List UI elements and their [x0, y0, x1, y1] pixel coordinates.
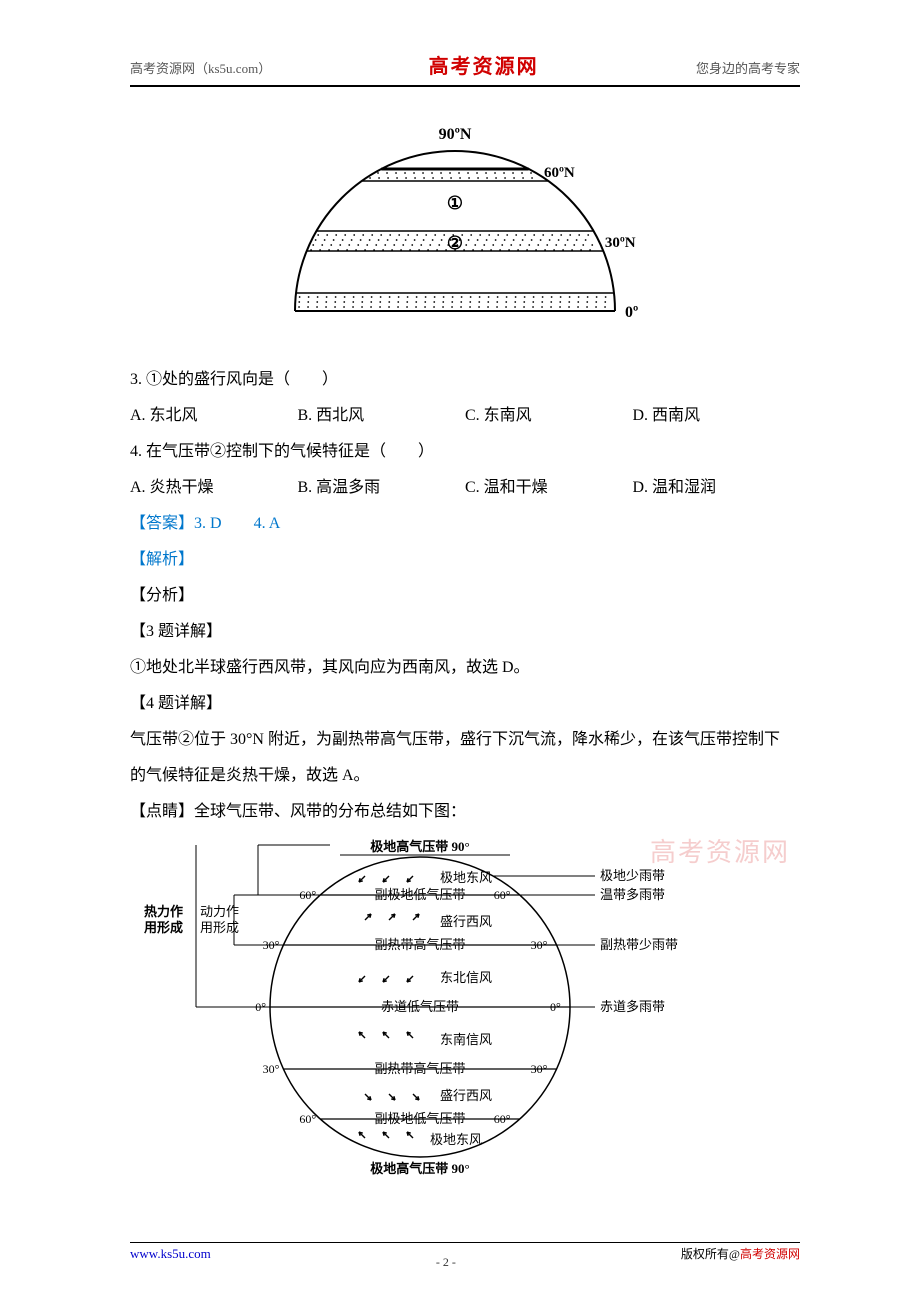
svg-text:0º: 0º — [625, 304, 638, 321]
q3-option-a: A. 东北风 — [130, 400, 298, 432]
svg-text:副极地低气压带: 副极地低气压带 — [374, 887, 465, 902]
page-header: 高考资源网（ks5u.com） 高考资源网 您身边的高考专家 — [130, 50, 800, 87]
q4-option-c: C. 温和干燥 — [465, 472, 633, 504]
q4-option-b: B. 高温多雨 — [298, 472, 466, 504]
hemisphere-diagram: ① ② 90ºN 60ºN 30ºN 0º — [130, 111, 800, 336]
svg-text:用形成: 用形成 — [200, 920, 239, 935]
svg-text:温带多雨带: 温带多雨带 — [600, 887, 665, 902]
svg-text:副热带高气压带: 副热带高气压带 — [374, 937, 465, 952]
header-right: 您身边的高考专家 — [696, 58, 800, 77]
svg-text:30°: 30° — [263, 1062, 280, 1076]
svg-text:东南信风: 东南信风 — [440, 1032, 492, 1047]
fenxi-label: 【分析】 — [130, 580, 800, 612]
q4-detail-text2: 的气候特征是炎热干燥，故选 A。 — [130, 760, 800, 792]
svg-text:赤道多雨带: 赤道多雨带 — [600, 999, 665, 1014]
q4-option-a: A. 炎热干燥 — [130, 472, 298, 504]
svg-text:90ºN: 90ºN — [439, 126, 472, 143]
footer-copyright: 版权所有@高考资源网 — [681, 1245, 800, 1262]
header-center: 高考资源网 — [429, 50, 539, 79]
answer-line: 【答案】3. D 4. A — [130, 508, 800, 540]
q4-detail-text1: 气压带②位于 30°N 附近，为副热带高气压带，盛行下沉气流，降水稀少，在该气压… — [130, 724, 800, 756]
svg-text:30°: 30° — [531, 1062, 548, 1076]
q3-stem: 3. ①处的盛行风向是（ ） — [130, 364, 800, 396]
svg-text:极地高气压带 90°: 极地高气压带 90° — [370, 1161, 469, 1176]
q3-option-c: C. 东南风 — [465, 400, 633, 432]
q4-detail-label: 【4 题详解】 — [130, 688, 800, 720]
svg-text:60°: 60° — [299, 1112, 316, 1126]
q3-options: A. 东北风 B. 西北风 C. 东南风 D. 西南风 — [130, 400, 800, 432]
svg-text:30ºN: 30ºN — [605, 235, 636, 251]
copyright-prefix: 版权所有@ — [681, 1247, 740, 1261]
svg-text:东北信风: 东北信风 — [440, 970, 492, 985]
svg-text:30°: 30° — [531, 938, 548, 952]
answer-text: 3. D 4. A — [194, 515, 280, 532]
svg-text:副热带少雨带: 副热带少雨带 — [600, 937, 678, 952]
svg-text:60°: 60° — [494, 1112, 511, 1126]
copyright-brand: 高考资源网 — [740, 1247, 800, 1261]
global-circulation-diagram: 极地高气压带 90°极地高气压带 90°60°副极地低气压带60°极地东风30°… — [130, 832, 800, 1194]
q4-options: A. 炎热干燥 B. 高温多雨 C. 温和干燥 D. 温和湿润 — [130, 472, 800, 504]
svg-text:赤道低气压带: 赤道低气压带 — [381, 999, 459, 1014]
page-footer: www.ks5u.com - 2 - 版权所有@高考资源网 — [130, 1242, 800, 1262]
q4-option-d: D. 温和湿润 — [633, 472, 801, 504]
svg-text:60ºN: 60ºN — [544, 165, 575, 181]
q3-option-b: B. 西北风 — [298, 400, 466, 432]
svg-text:极地少雨带: 极地少雨带 — [600, 868, 665, 883]
q3-detail-label: 【3 题详解】 — [130, 616, 800, 648]
content-body: 3. ①处的盛行风向是（ ） A. 东北风 B. 西北风 C. 东南风 D. 西… — [130, 364, 800, 1194]
svg-text:极地东风: 极地东风 — [440, 870, 492, 885]
q3-detail-text: ①地处北半球盛行西风带，其风向应为西南风，故选 D。 — [130, 652, 800, 684]
dianjing-label: 【点睛】全球气压带、风带的分布总结如下图： — [130, 796, 800, 828]
footer-url: www.ks5u.com — [130, 1246, 211, 1262]
svg-text:60°: 60° — [494, 888, 511, 902]
svg-text:②: ② — [447, 233, 463, 253]
svg-text:①: ① — [447, 193, 463, 213]
header-left: 高考资源网（ks5u.com） — [130, 58, 271, 77]
answer-label: 【答案】 — [130, 515, 194, 532]
svg-text:副极地低气压带: 副极地低气压带 — [374, 1111, 465, 1126]
footer-page: - 2 - — [436, 1255, 456, 1270]
q4-stem: 4. 在气压带②控制下的气候特征是（ ） — [130, 436, 800, 468]
svg-text:热力作: 热力作 — [144, 904, 183, 919]
svg-text:极地东风: 极地东风 — [430, 1132, 482, 1147]
svg-text:盛行西风: 盛行西风 — [440, 914, 492, 929]
svg-text:副热带高气压带: 副热带高气压带 — [374, 1061, 465, 1076]
svg-text:极地高气压带 90°: 极地高气压带 90° — [370, 839, 469, 854]
svg-text:0°: 0° — [550, 1000, 561, 1014]
jiexi-label: 【解析】 — [130, 544, 800, 576]
svg-text:动力作: 动力作 — [200, 904, 239, 919]
svg-text:用形成: 用形成 — [143, 920, 183, 935]
q3-option-d: D. 西南风 — [633, 400, 801, 432]
svg-text:盛行西风: 盛行西风 — [440, 1088, 492, 1103]
